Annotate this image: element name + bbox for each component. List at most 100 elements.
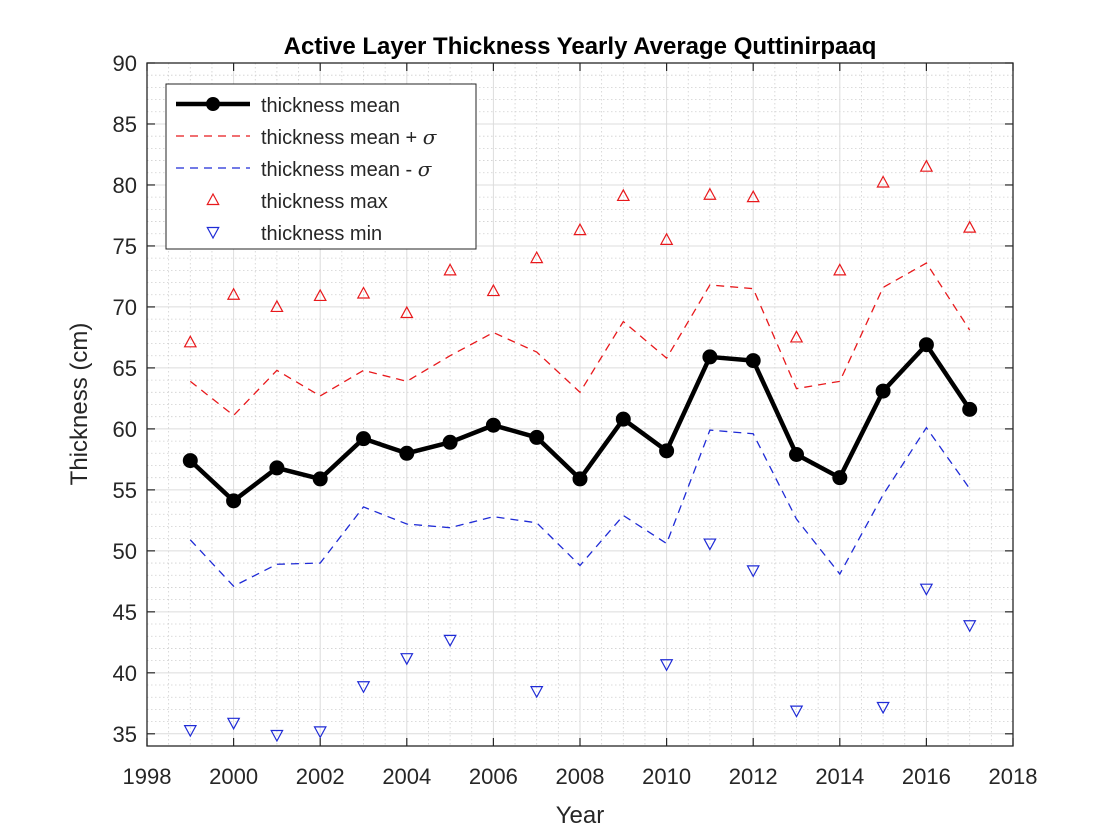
data-point-mean [745,353,761,369]
legend-label-max: thickness max [261,191,388,213]
x-tick-label: 2004 [382,764,431,789]
x-tick-label: 2000 [209,764,258,789]
y-axis-title: Thickness (cm) [66,323,93,486]
data-point-mean [615,411,631,427]
data-point-max [833,263,847,276]
legend-label-minus-sigma: thickness mean - σ [261,157,433,181]
series-mean [182,337,978,509]
x-tick-label: 2012 [729,764,778,789]
x-tick-label: 2018 [989,764,1038,789]
data-point-mean [572,471,588,487]
data-point-mean [702,349,718,365]
legend-marker-min [206,226,220,240]
y-tick-label: 70 [113,295,137,320]
data-point-max [919,159,934,172]
data-point-min [876,701,890,715]
series-minus_sigma [189,426,971,588]
data-point-max [356,286,371,299]
data-point-mean [442,434,458,450]
legend-swatches [176,97,250,240]
chart-title: Active Layer Thickness Yearly Average Qu… [284,33,877,60]
legend-marker-mean [206,97,220,111]
series-line-plus_sigma [189,262,971,417]
data-point-min [270,729,284,743]
data-point-max [616,188,631,202]
y-tick-label: 65 [113,356,137,381]
data-point-min [529,686,544,699]
data-point-max [962,220,977,233]
data-point-min [400,653,414,666]
data-point-mean [226,493,242,509]
x-tick-label: 2008 [556,764,605,789]
data-point-mean [399,445,415,461]
y-tick-label: 80 [113,173,137,198]
data-point-min [919,583,934,596]
series-layer [182,159,978,743]
y-tick-label: 45 [113,600,137,625]
x-tick-label: 2006 [469,764,518,789]
data-point-min [443,634,457,648]
y-tick-label: 75 [113,234,137,259]
y-tick-label: 40 [113,661,137,686]
data-point-max [443,263,457,276]
data-point-min [313,726,327,739]
legend-label-mean: thickness mean [261,95,400,117]
data-point-min [356,681,371,694]
legend: thickness mean thickness mean + σ thickn… [165,83,477,250]
series-plus_sigma [189,262,971,417]
data-point-min [226,717,241,731]
data-point-max [400,305,414,319]
data-point-max [226,287,241,300]
y-tick-label: 85 [113,112,137,137]
data-point-max [876,175,890,188]
x-tick-label: 1998 [123,764,172,789]
data-point-min [703,538,717,551]
data-point-max [703,187,717,200]
data-point-max [313,288,327,302]
data-point-max [746,189,760,203]
x-tick-labels: 1998 2000 2002 2004 2006 2008 2010 2012 2014 2016… [123,764,1038,789]
x-tick-label: 2016 [902,764,951,789]
data-point-mean [659,443,675,459]
data-point-max [183,335,198,348]
data-point-max [270,299,284,313]
data-point-mean [182,453,198,469]
y-tick-labels: 35 40 45 50 55 60 65 70 75 80 85 90 [113,51,137,747]
series-min [183,538,977,743]
data-point-min [962,620,977,633]
legend-label-plus-sigma: thickness mean + σ [261,125,438,149]
data-point-max [789,330,804,343]
data-point-min [183,725,198,738]
y-tick-label: 60 [113,417,137,442]
data-point-min [789,705,804,718]
axis-ticks [146,62,1014,746]
data-point-mean [962,401,978,417]
x-tick-label: 2014 [815,764,864,789]
data-point-mean [312,471,328,487]
data-point-max [529,250,544,264]
data-point-max [486,283,501,297]
data-point-max [659,232,674,245]
y-tick-label: 50 [113,539,137,564]
data-point-mean [918,337,934,353]
data-point-mean [356,431,371,447]
data-point-mean [875,383,891,399]
data-point-mean [269,460,285,476]
x-tick-label: 2010 [642,764,691,789]
data-point-mean [529,429,545,445]
y-tick-label: 90 [113,51,137,76]
data-point-max [573,222,587,236]
data-point-min [659,659,674,672]
series-max [183,159,977,348]
x-axis-title: Year [556,802,605,829]
legend-label-min: thickness min [261,223,382,245]
legend-marker-max [206,192,220,206]
series-line-minus_sigma [189,426,971,588]
x-tick-label: 2002 [296,764,345,789]
data-point-mean [789,447,804,463]
data-point-mean [832,470,848,486]
y-tick-label: 35 [113,722,137,747]
y-tick-label: 55 [113,478,137,503]
